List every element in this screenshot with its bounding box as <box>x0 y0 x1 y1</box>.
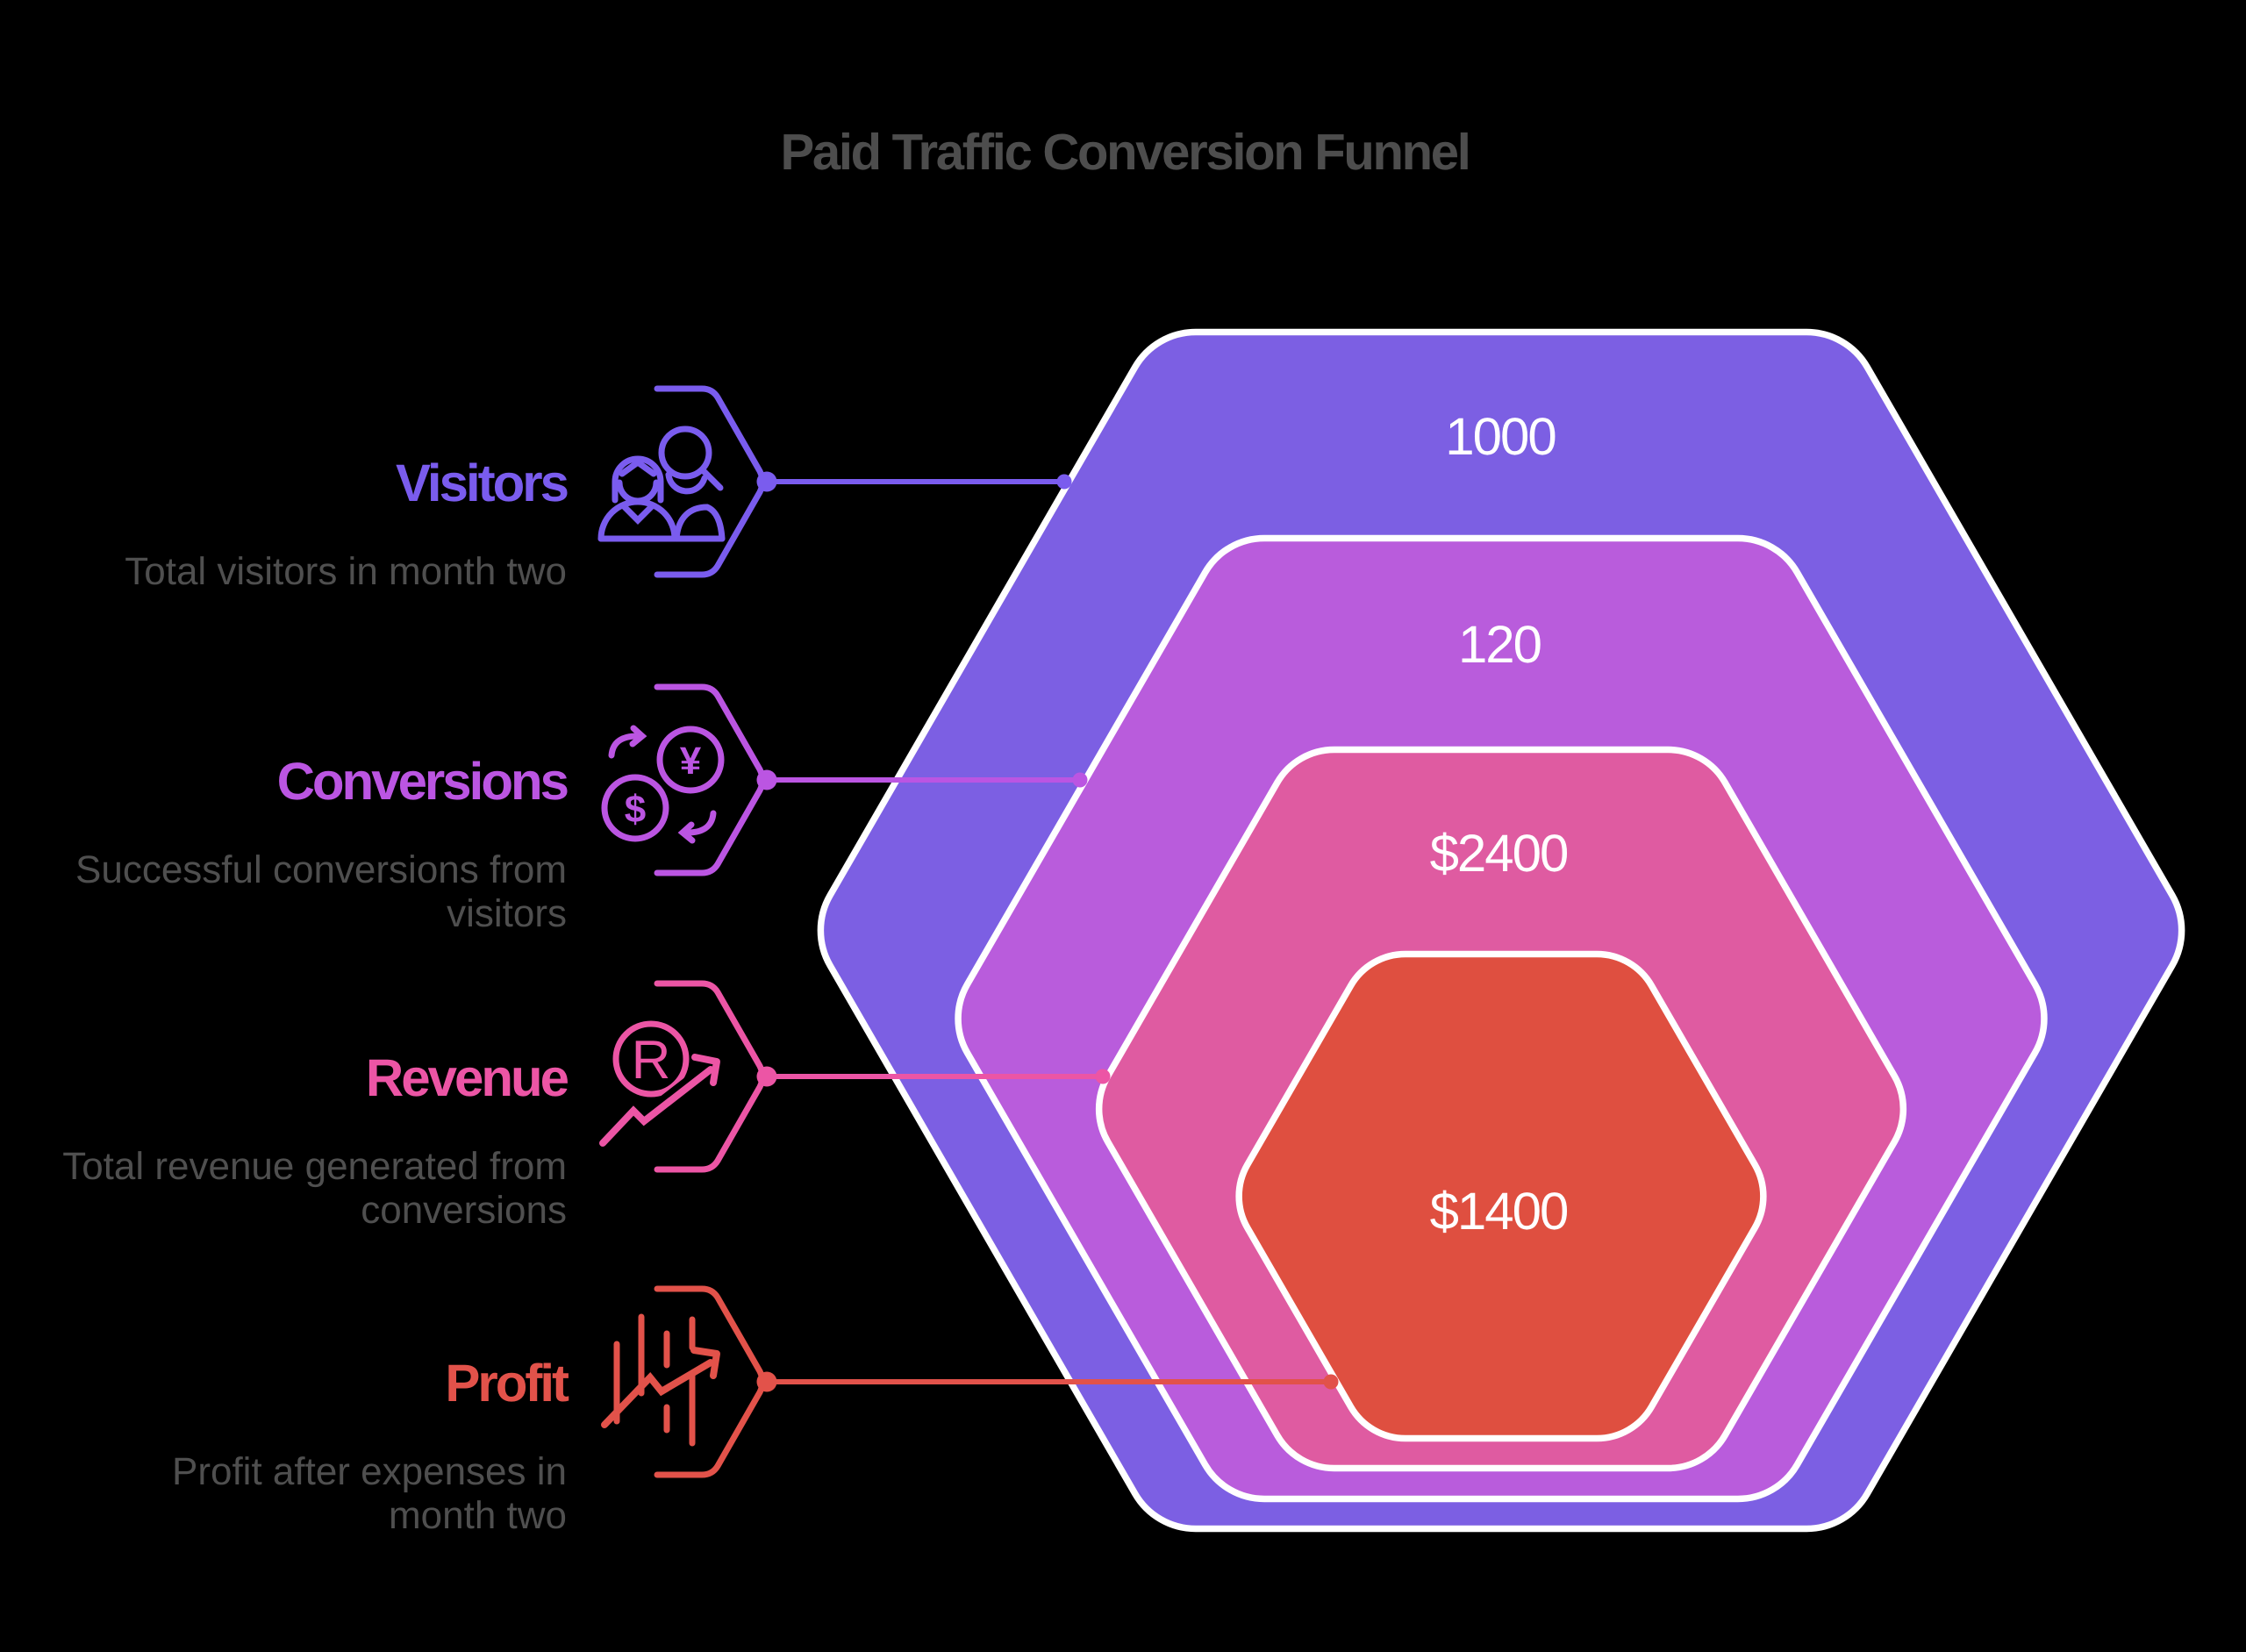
svg-text:Paid Traffic Conversion Funnel: Paid Traffic Conversion Funnel <box>780 124 1469 181</box>
svg-text:Conversions: Conversions <box>277 752 568 811</box>
svg-text:Total visitors in month two: Total visitors in month two <box>125 550 567 593</box>
svg-text:1000: 1000 <box>1445 407 1556 466</box>
svg-text:Successful conversions from: Successful conversions from <box>75 848 567 891</box>
svg-text:¥: ¥ <box>680 740 702 783</box>
svg-text:$: $ <box>625 788 646 831</box>
svg-text:Profit: Profit <box>445 1354 569 1412</box>
svg-text:visitors: visitors <box>447 892 567 935</box>
svg-text:Revenue: Revenue <box>366 1048 569 1107</box>
svg-text:$2400: $2400 <box>1430 824 1568 883</box>
svg-text:Profit after expenses in: Profit after expenses in <box>172 1450 567 1493</box>
svg-text:120: 120 <box>1458 615 1541 674</box>
svg-text:month two: month two <box>389 1494 567 1537</box>
svg-text:Visitors: Visitors <box>396 454 568 512</box>
svg-text:conversions: conversions <box>361 1189 567 1232</box>
svg-text:Total revenue generated from: Total revenue generated from <box>62 1145 567 1188</box>
svg-text:$1400: $1400 <box>1430 1182 1568 1241</box>
svg-text:R: R <box>632 1030 671 1091</box>
